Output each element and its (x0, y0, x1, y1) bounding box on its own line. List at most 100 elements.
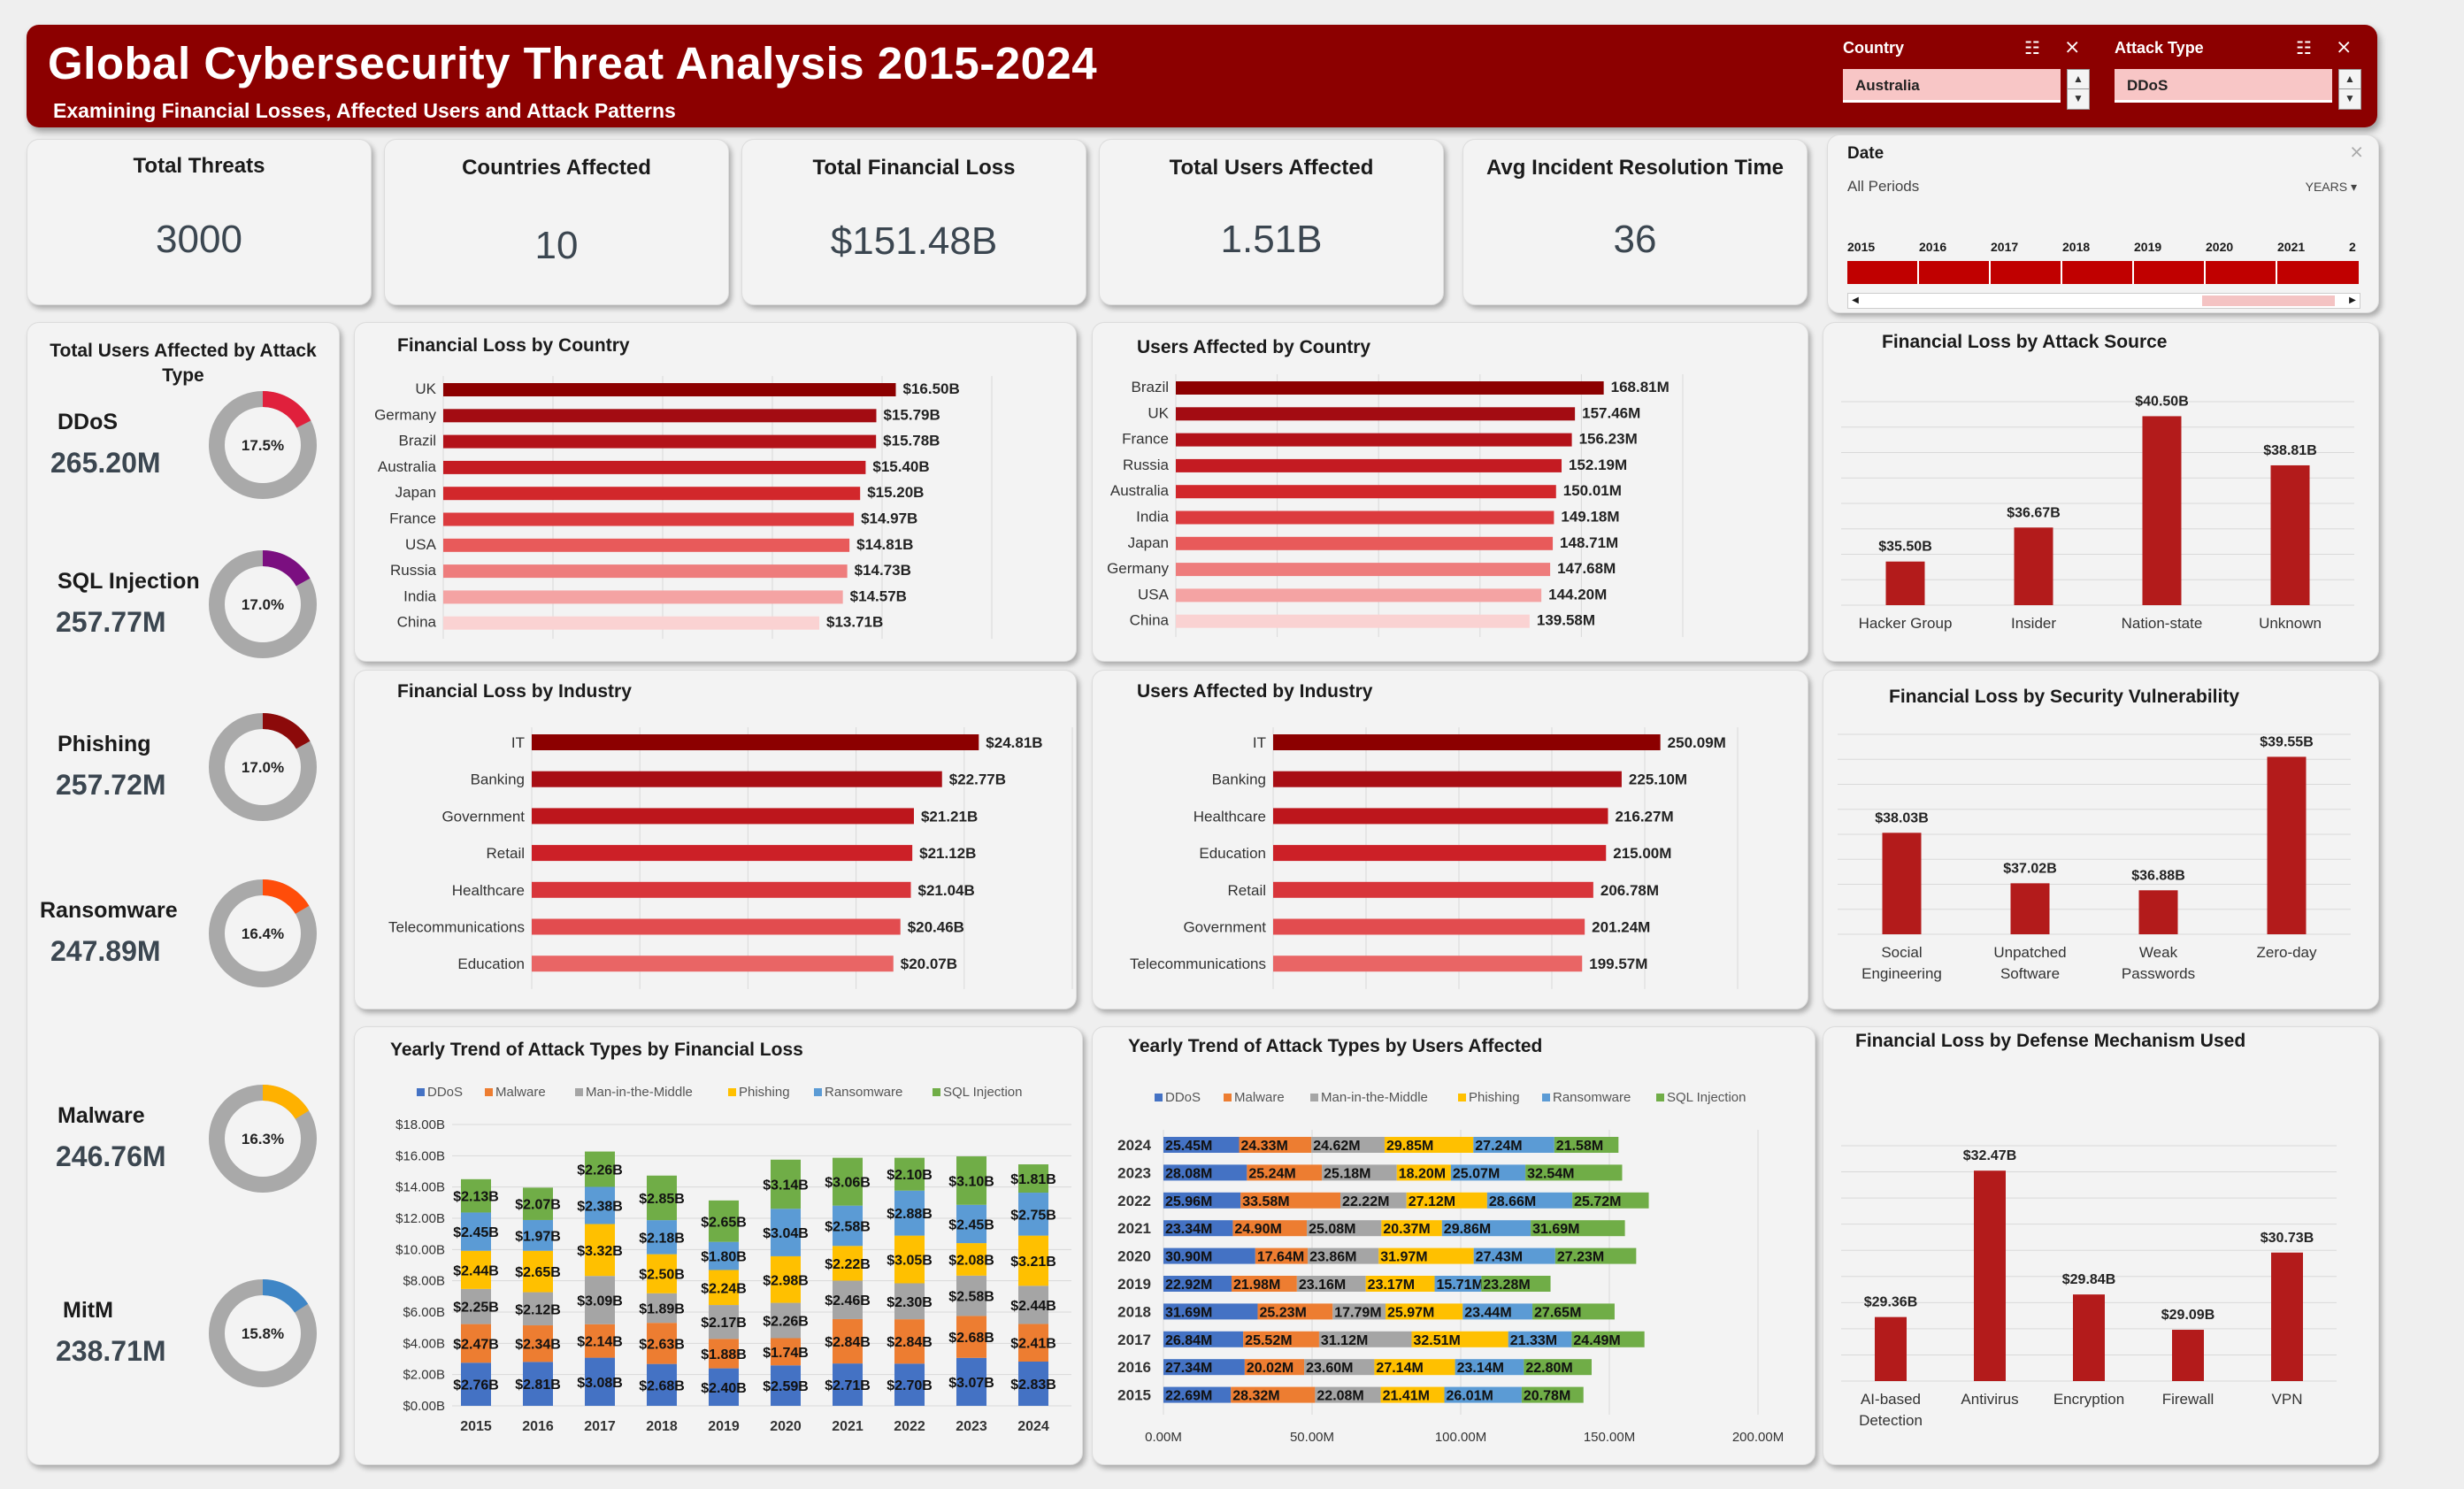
stacked-bar-segment (1018, 1362, 1048, 1406)
data-label: $3.09B (577, 1293, 623, 1309)
data-label: $3.32B (577, 1244, 623, 1259)
data-label: 21.98M (1233, 1278, 1280, 1293)
timeline-year-labels: 2015 2016 2017 2018 2019 2020 2021 2 (1847, 240, 2359, 257)
legend-label: DDoS (427, 1085, 463, 1100)
data-label: $14.73B (855, 562, 911, 579)
data-label: $3.14B (763, 1178, 809, 1193)
x-tick-label: 2019 (708, 1419, 740, 1434)
attack-type-slicer-selected[interactable]: DDoS (2115, 69, 2332, 103)
scroll-down-icon[interactable]: ▼ (2338, 88, 2361, 110)
category-label: Healthcare (1194, 808, 1266, 825)
data-label: 28.32M (1232, 1389, 1279, 1404)
donut-list: DDoS 265.20M 17.5% SQL Injection 257.77M 17.0… (27, 323, 339, 1464)
data-label: $2.59B (763, 1379, 809, 1394)
donut-users-value: 257.72M (56, 769, 166, 801)
stacked-bar-segment (1554, 1137, 1619, 1153)
stacked-bar-segment (709, 1305, 739, 1339)
stacked-bar-segment (1163, 1247, 1255, 1264)
time-level-select[interactable]: YEARS ▾ (2305, 180, 2357, 194)
timeline-year-label[interactable]: 2018 (2062, 240, 2091, 254)
timeline-year-label[interactable]: 2 (2349, 240, 2356, 254)
chart-title: Financial Loss by Defense Mechanism Used (1855, 1031, 2246, 1051)
data-label: $2.75B (1010, 1208, 1056, 1223)
stacked-bar-segment (1444, 1386, 1522, 1403)
multi-select-icon[interactable]: ☷ (2296, 39, 2312, 58)
data-label: $38.81B (2263, 443, 2317, 458)
y-tick-label: 2020 (1117, 1248, 1151, 1265)
y-tick-label: $2.00B (403, 1368, 445, 1383)
scroll-down-icon[interactable]: ▼ (2067, 88, 2090, 110)
scroll-left-icon[interactable]: ◀ (1852, 295, 1859, 305)
page-title: Global Cybersecurity Threat Analysis 201… (48, 38, 1098, 88)
category-label: Firewall (2162, 1391, 2215, 1408)
stacked-bar-segment (1378, 1247, 1474, 1264)
clear-filter-icon[interactable]: ⨯ (2349, 142, 2364, 162)
stacked-bar-segment (1322, 1164, 1397, 1181)
data-label: $2.22B (825, 1257, 871, 1272)
donut-chart: 16.4% (209, 879, 317, 987)
timeline-year-label[interactable]: 2017 (1991, 240, 2019, 254)
category-label: Government (441, 808, 525, 825)
scroll-thumb[interactable] (2202, 295, 2335, 306)
stacked-bar-segment (1406, 1192, 1487, 1209)
data-label: $3.04B (763, 1226, 809, 1241)
data-label: $3.05B (887, 1254, 933, 1269)
stacked-bar-segment (1018, 1286, 1048, 1324)
timeline-bar[interactable] (1847, 261, 2359, 284)
stacked-bar-segment (1163, 1331, 1244, 1347)
stacked-bar-segment (1163, 1276, 1232, 1292)
clear-filter-icon[interactable]: ⨯ (2336, 35, 2353, 58)
category-label: Banking (1212, 771, 1266, 788)
category-label: Australia (1110, 482, 1170, 499)
bar (532, 918, 901, 935)
scroll-right-icon[interactable]: ▶ (2349, 295, 2356, 305)
category-label: Zero-day (2256, 944, 2317, 961)
timeline-year-label[interactable]: 2015 (1847, 240, 1876, 254)
legend-label: SQL Injection (943, 1085, 1023, 1100)
date-timeline-slicer[interactable]: Date ⨯ All Periods YEARS ▾ 2015 2016 2017 2… (1827, 134, 2379, 313)
stacked-bar-segment (1232, 1276, 1297, 1292)
timeline-year-label[interactable]: 2019 (2134, 240, 2162, 254)
stacked-bar-segment (1240, 1192, 1341, 1209)
y-tick-label: 2024 (1117, 1137, 1151, 1154)
donut-slice (209, 1085, 317, 1193)
timeline-year-label[interactable]: 2016 (1919, 240, 1947, 254)
timeline-scrollbar[interactable]: ◀ ▶ (1847, 293, 2360, 309)
clear-filter-icon[interactable]: ⨯ (2064, 35, 2081, 58)
y-tick-label: 2019 (1117, 1276, 1151, 1293)
data-label: $1.88B (701, 1347, 747, 1362)
date-period-label: All Periods (1847, 178, 1920, 195)
data-label: $2.84B (887, 1335, 933, 1350)
category-label: Antivirus (1961, 1391, 2018, 1408)
data-label: $2.71B (825, 1378, 871, 1393)
trend-loss-chart: DDoS Malware Man-in-the-Middle Phishing Rans… (395, 1085, 1071, 1434)
data-label: 27.14M (1376, 1361, 1423, 1376)
financial-loss-by-industry-card: Financial Loss by Industry IT $24.81B Bank… (354, 670, 1077, 1009)
stacked-bar-segment (523, 1219, 553, 1251)
category-label: Germany (1107, 560, 1169, 577)
stacked-bar-segment (956, 1243, 986, 1276)
kpi-card-total-threats: Total Threats 3000 (27, 139, 372, 305)
bar (1176, 614, 1530, 628)
data-label: 32.51M (1413, 1333, 1460, 1348)
data-label: $2.12B (515, 1302, 561, 1317)
chart-title: Users Affected by Industry (1137, 681, 1373, 702)
data-label: $20.07B (901, 956, 957, 972)
timeline-divider (2061, 261, 2062, 284)
data-label: $3.07B (948, 1376, 994, 1391)
bar (532, 845, 913, 862)
data-label: $2.13B (453, 1190, 499, 1205)
data-label: 25.96M (1165, 1194, 1212, 1209)
stacked-bar-segment (894, 1283, 925, 1320)
timeline-year-label[interactable]: 2020 (2206, 240, 2234, 254)
kpi-value: $151.48B (830, 219, 998, 263)
donut-attack-name: MitM (63, 1298, 113, 1323)
country-slicer-selected[interactable]: Australia (1843, 69, 2061, 103)
stacked-bar-segment (771, 1302, 801, 1339)
category-label: China (397, 614, 437, 631)
scroll-up-icon[interactable]: ▲ (2067, 69, 2090, 90)
timeline-year-label[interactable]: 2021 (2277, 240, 2306, 254)
multi-select-icon[interactable]: ☷ (2024, 39, 2040, 58)
scroll-up-icon[interactable]: ▲ (2338, 69, 2361, 90)
kpi-label: Total Users Affected (1169, 156, 1374, 180)
